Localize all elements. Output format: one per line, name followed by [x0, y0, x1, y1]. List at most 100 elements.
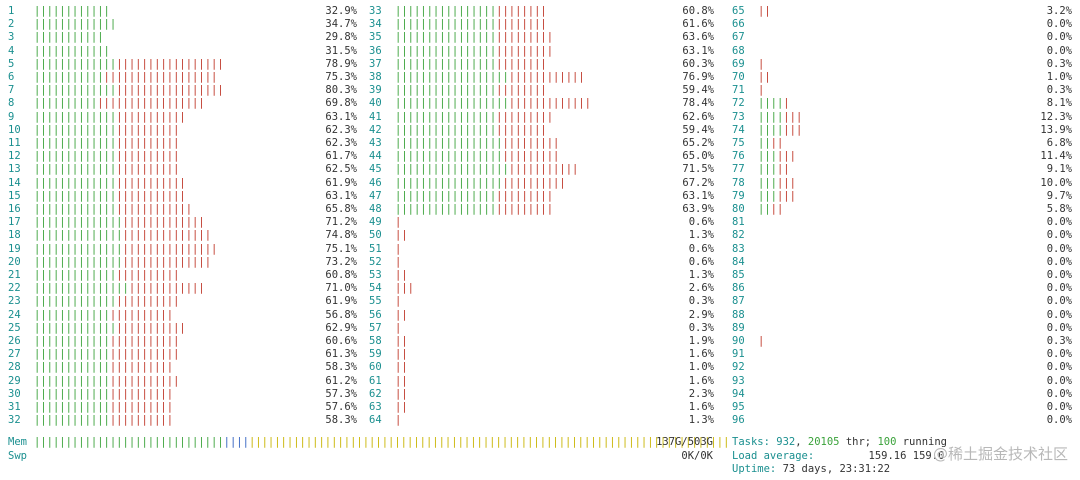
cpu-percent: 1.6% [688, 401, 714, 413]
cpu-id: 28 [8, 361, 21, 374]
cpu-id: 30 [8, 387, 21, 400]
cpu-percent: 60.8% [682, 5, 714, 17]
cpu-usage-bar: || [395, 269, 408, 281]
cpu-percent: 59.4% [682, 84, 714, 97]
cpu-meter-79: 79 |||||| 9.7% [732, 190, 1072, 203]
cpu-meter-4: 4 |||||||||||| 31.5% [8, 45, 357, 58]
cpu-usage-bar: |||||| [758, 189, 796, 202]
cpu-percent: 60.6% [325, 335, 357, 347]
cpu-percent: 56.8% [325, 308, 357, 321]
cpu-meter-89: 89 0.0% [732, 322, 1072, 335]
cpu-usage-bar: ||||||||||||||||||||||| [34, 137, 180, 149]
cpu-usage-bar: |||| [758, 203, 784, 215]
uptime-value: 73 days, 23:31:22 [782, 463, 891, 475]
cpu-percent: 61.2% [325, 374, 357, 387]
cpu-usage-bar: |||||||||||||||||||||||| [34, 321, 186, 334]
cpu-id: 56 [369, 308, 382, 321]
cpu-id: 57 [369, 321, 382, 334]
cpu-meter-73: 73 ||||||| 12.3% [732, 111, 1072, 124]
cpu-id: 84 [732, 255, 745, 268]
cpu-id: 27 [8, 348, 21, 361]
cpu-id: 26 [8, 335, 21, 347]
cpu-percent: 0.0% [1046, 242, 1072, 255]
cpu-id: 16 [8, 203, 21, 215]
cpu-id: 13 [8, 163, 21, 176]
cpu-meter-8: 8 ||||||||||||||||||||||||||| 69.8% [8, 97, 357, 110]
cpu-meter-11: 11 ||||||||||||||||||||||| 62.3% [8, 137, 357, 150]
cpu-percent: 3.2% [1046, 5, 1072, 17]
cpu-percent: 61.7% [325, 150, 357, 163]
cpu-meter-62: 62 || 2.3% [369, 388, 714, 401]
cpu-id: 32 [8, 414, 21, 427]
mem-value: 137G/503G [656, 436, 713, 448]
cpu-id: 66 [732, 18, 745, 31]
cpu-id: 15 [8, 189, 21, 202]
cpu-usage-bar: ||||||||||||||||||||||||||||||| [395, 97, 591, 110]
cpu-id: 89 [732, 321, 745, 334]
cpu-usage-bar: || [395, 401, 408, 413]
cpu-meter-2: 2 ||||||||||||| 34.7% [8, 18, 357, 31]
cpu-meter-40: 40 ||||||||||||||||||||||||||||||| 78.4% [369, 97, 714, 110]
cpu-id: 35 [369, 31, 382, 44]
cpu-percent: 62.9% [325, 321, 357, 334]
cpu-usage-bar: ||||||||||||||||||||||| [34, 163, 180, 176]
cpu-meter-94: 94 0.0% [732, 388, 1072, 401]
cpu-meter-93: 93 0.0% [732, 375, 1072, 388]
cpu-id: 19 [8, 242, 21, 255]
cpu-percent: 1.3% [688, 269, 714, 281]
cpu-percent: 6.8% [1046, 137, 1072, 149]
cpu-id: 74 [732, 123, 745, 136]
cpu-meter-54: 54 ||| 2.6% [369, 282, 714, 295]
cpu-meter-12: 12 ||||||||||||||||||||||| 61.7% [8, 150, 357, 163]
cpu-usage-bar: ||| [395, 282, 414, 295]
cpu-usage-bar: | [395, 321, 402, 334]
cpu-id: 91 [732, 348, 745, 361]
cpu-usage-bar: || [395, 229, 408, 242]
cpu-usage-bar: | [395, 295, 402, 308]
cpu-meter-31: 31 |||||||||||||||||||||| 57.6% [8, 401, 357, 414]
cpu-percent: 57.3% [325, 387, 357, 400]
cpu-usage-bar: || [395, 387, 408, 400]
cpu-meter-17: 17 ||||||||||||||||||||||||||| 71.2% [8, 216, 357, 229]
cpu-usage-bar: |||||||||||||||||||||||| [34, 189, 186, 202]
cpu-id: 62 [369, 387, 382, 400]
load-5: 159.0 [912, 450, 945, 462]
cpu-usage-bar: |||||| [758, 150, 796, 163]
cpu-percent: 0.0% [1046, 295, 1072, 308]
cpu-id: 31 [8, 401, 21, 413]
cpu-meter-47: 47 ||||||||||||||||||||||||| 63.1% [369, 190, 714, 203]
cpu-meter-64: 64 | 1.3% [369, 414, 714, 427]
cpu-percent: 9.7% [1046, 189, 1072, 202]
cpu-percent: 62.6% [682, 110, 714, 123]
cpu-percent: 0.3% [1046, 57, 1072, 70]
cpu-usage-bar: |||||||||||||||||||||| [34, 387, 174, 400]
cpu-meter-51: 51 | 0.6% [369, 243, 714, 256]
cpu-id: 70 [732, 71, 745, 83]
cpu-id: 34 [369, 18, 382, 31]
tasks-label: Tasks: [732, 436, 777, 448]
cpu-id: 75 [732, 137, 745, 149]
cpu-meter-95: 95 0.0% [732, 401, 1072, 414]
cpu-percent: 76.9% [682, 71, 714, 83]
cpu-meter-68: 68 0.0% [732, 45, 1072, 58]
cpu-percent: 61.9% [325, 176, 357, 189]
cpu-usage-bar: | [758, 57, 765, 70]
cpu-id: 55 [369, 295, 382, 308]
cpu-percent: 1.0% [688, 361, 714, 374]
cpu-id: 42 [369, 123, 382, 136]
cpu-percent: 71.2% [325, 216, 357, 229]
cpu-id: 59 [369, 348, 382, 361]
cpu-meter-76: 76 |||||| 11.4% [732, 150, 1072, 163]
running-label: running [896, 436, 947, 448]
cpu-meter-1: 1 |||||||||||| 32.9% [8, 5, 357, 18]
cpu-meter-46: 46 ||||||||||||||||||||||||||| 67.2% [369, 177, 714, 190]
cpu-id: 24 [8, 308, 21, 321]
cpu-id: 77 [732, 163, 745, 176]
cpu-percent: 0.0% [1046, 374, 1072, 387]
cpu-percent: 63.1% [682, 189, 714, 202]
cpu-percent: 73.2% [325, 255, 357, 268]
cpu-id: 72 [732, 97, 745, 110]
cpu-usage-bar: ||||||||||| [34, 31, 104, 44]
cpu-meter-52: 52 | 0.6% [369, 256, 714, 269]
cpu-meter-90: 90 | 0.3% [732, 335, 1072, 348]
